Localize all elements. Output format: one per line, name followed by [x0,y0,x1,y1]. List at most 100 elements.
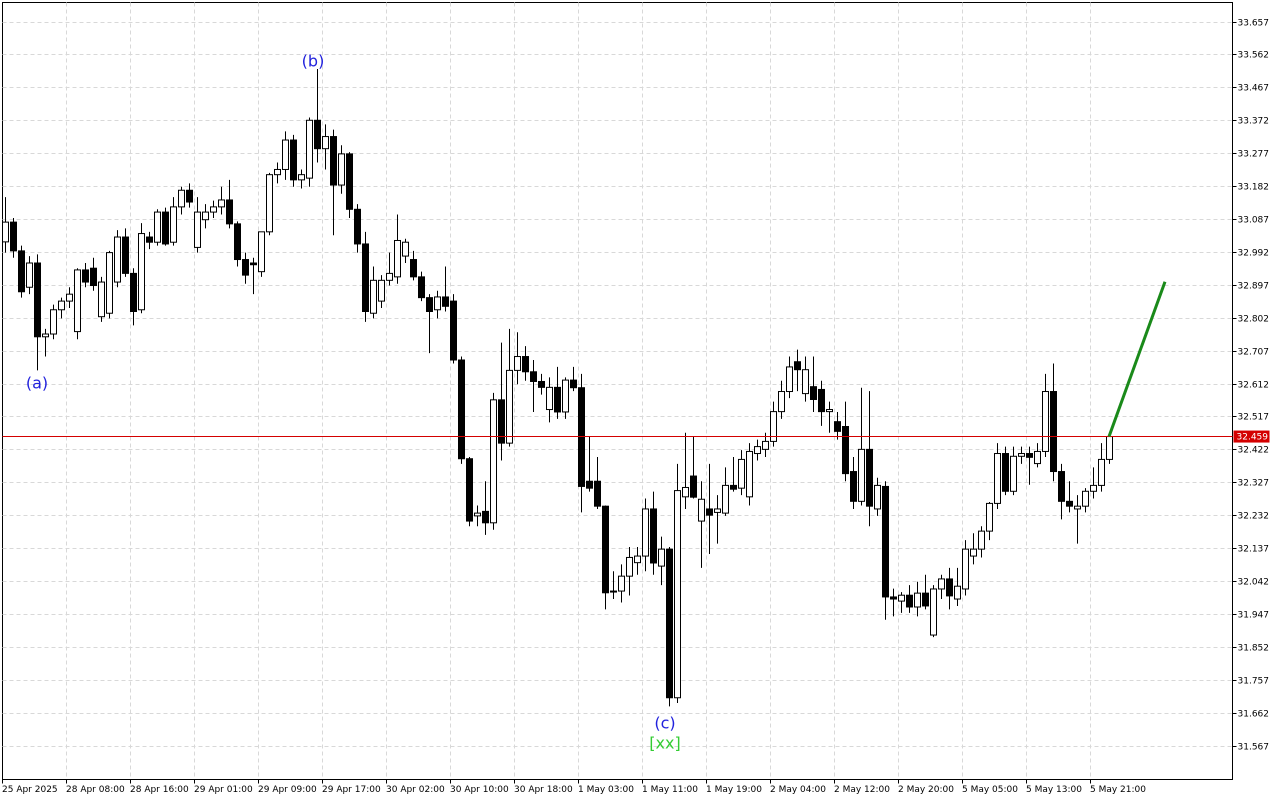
x-tick-label: 28 Apr 16:00 [130,785,189,795]
candle-body [330,136,337,186]
candle-body [506,369,513,444]
candle-body [970,548,977,557]
wave-label: (a) [26,374,48,393]
candle-body [818,388,825,413]
candle-body [810,386,817,400]
candle-body [938,578,945,590]
candle-body [130,272,137,312]
candle-body [554,386,561,413]
x-tick-label: 5 May 21:00 [1090,785,1146,795]
plot-frame [2,2,1233,780]
y-tick-label: 31.947 [1238,611,1270,621]
candle-body [154,211,161,243]
y-tick-label: 32.137 [1238,545,1270,555]
candle-body [266,174,273,233]
candle-body [946,578,953,597]
candle-body [242,259,249,276]
y-tick-label: 33.277 [1238,150,1270,160]
candle-body [1042,391,1049,452]
candle-body [354,208,361,245]
candle-body [1018,453,1025,457]
candle-body [394,239,401,278]
candle-body [274,168,281,176]
candle-body [730,484,737,490]
y-tick-label: 32.422 [1238,446,1270,456]
candle-body [66,293,73,302]
candle-body [378,279,385,302]
candle-body [994,453,1001,504]
candle-body [162,211,169,245]
candle-body [914,592,921,608]
candle-body [522,356,529,373]
candle-body [106,252,113,314]
candle-body [1106,436,1113,460]
x-tick-label: 2 May 20:00 [898,785,954,795]
candle-body [770,411,777,442]
y-tick-label: 32.897 [1238,282,1270,292]
candle-body [714,508,721,513]
x-tick-label: 2 May 12:00 [834,785,890,795]
candle-body [842,426,849,475]
candle-body [690,475,697,498]
candle-body [1074,505,1081,510]
candle-body [530,371,537,382]
x-tick-label: 1 May 11:00 [642,785,698,795]
x-tick-label: 29 Apr 17:00 [322,785,381,795]
candle-body [1026,453,1033,458]
candle-body [122,236,129,274]
candle-body [322,136,329,150]
wave-label: (b) [302,51,325,70]
candle-body [26,262,33,288]
candle-body [74,269,81,333]
candle-body [10,221,17,252]
candle-body [258,231,265,273]
candle-body [306,119,313,179]
x-tick-label: 29 Apr 01:00 [194,785,253,795]
candle-body [626,556,633,577]
candle-body [98,281,105,318]
x-tick-label: 5 May 05:00 [962,785,1018,795]
x-tick-label: 29 Apr 09:00 [258,785,317,795]
last-price-label: 32.459 [1237,433,1269,443]
candle-body [186,189,193,203]
candle-body [546,386,553,411]
candle-body [474,512,481,517]
x-tick-label: 1 May 03:00 [578,785,634,795]
candle-body [930,588,937,636]
candle-body [826,409,833,413]
candle-body [562,379,569,413]
candle-body [34,262,41,338]
candle-body [650,508,657,564]
y-tick-label: 33.087 [1238,216,1270,226]
candle-body [658,548,665,567]
candle-body [82,269,89,283]
candle-body [442,296,449,307]
candle-body [466,458,473,522]
wave-label: (c) [654,714,675,733]
x-tick-label: 5 May 13:00 [1026,785,1082,795]
y-tick-label: 33.657 [1238,19,1270,29]
candle-body [762,440,769,450]
candle-body [834,421,841,432]
x-tick-label: 25 Apr 2025 [2,785,58,795]
x-tick-label: 30 Apr 10:00 [450,785,509,795]
candle-body [1090,484,1097,492]
y-tick-label: 32.802 [1238,315,1270,325]
candle-body [138,233,145,311]
y-tick-label: 32.327 [1238,479,1270,489]
y-tick-label: 31.662 [1238,710,1270,720]
candle-body [170,206,177,243]
candle-body [42,333,49,338]
candle-body [666,548,673,699]
candle-body [746,450,753,498]
x-tick-label: 30 Apr 18:00 [514,785,573,795]
candle-body [1066,500,1073,507]
candle-body [674,490,681,699]
candle-body [538,380,545,388]
candle-body [498,399,505,444]
candle-body [578,387,585,487]
candle-body [210,206,217,213]
candle-body [890,596,897,600]
candle-body [962,548,969,590]
